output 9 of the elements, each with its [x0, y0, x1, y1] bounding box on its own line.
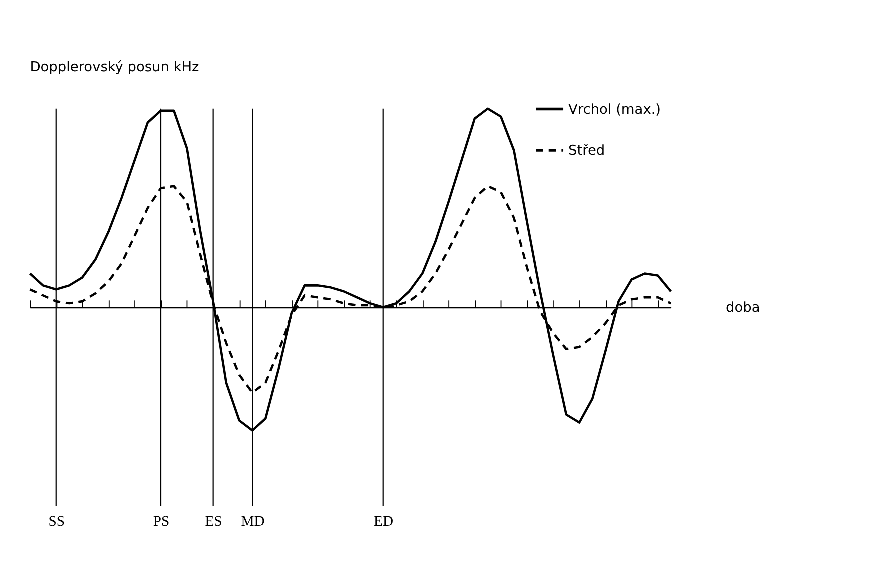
y-axis-title: Dopplerovský posun kHz	[30, 59, 200, 76]
x-tick-label: ES	[205, 514, 222, 530]
legend-label: Vrchol (max.)	[568, 102, 662, 118]
x-tick-label: MD	[241, 514, 265, 530]
x-tick-label: PS	[153, 514, 170, 530]
x-tick-label: ED	[374, 514, 394, 530]
x-tick-label: SS	[48, 514, 65, 530]
x-axis-title: doba	[726, 300, 760, 316]
legend-label: Střed	[568, 143, 606, 160]
